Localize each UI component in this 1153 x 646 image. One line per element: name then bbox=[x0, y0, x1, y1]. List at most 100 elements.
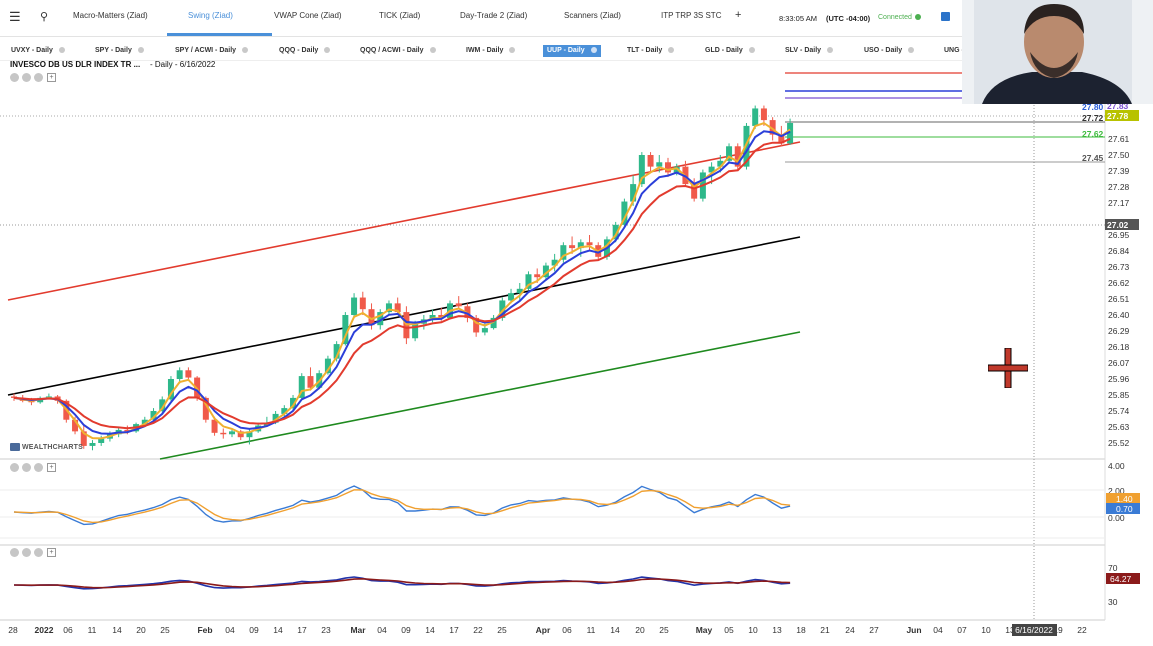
close-icon[interactable] bbox=[748, 47, 755, 54]
candle-body bbox=[150, 411, 157, 420]
candle-body bbox=[621, 201, 628, 225]
candle-body bbox=[72, 419, 79, 432]
date-tick-label: 25 bbox=[497, 625, 507, 635]
symbol-tab-uso[interactable]: USO - Daily bbox=[860, 45, 918, 57]
candle-body bbox=[333, 344, 340, 359]
add-indicator-icon[interactable]: + bbox=[47, 73, 56, 82]
date-tick-label: 19 bbox=[1053, 625, 1063, 635]
price-level-label: 27.45 bbox=[1082, 153, 1104, 163]
symbol-tab-gld[interactable]: GLD - Daily bbox=[701, 45, 759, 57]
rsi-tick-label: 30 bbox=[1108, 597, 1118, 607]
crosshair-cursor-icon bbox=[988, 348, 1028, 388]
rsi-tick-label: 70 bbox=[1108, 563, 1118, 573]
candle-body bbox=[272, 413, 279, 423]
menu-icon[interactable]: ☰ bbox=[9, 9, 21, 24]
close-icon[interactable] bbox=[668, 47, 675, 54]
connection-status: Connected bbox=[878, 14, 921, 21]
candle-body bbox=[787, 123, 794, 144]
candle-body bbox=[525, 274, 532, 289]
tab-tick[interactable]: TICK (Ziad) bbox=[379, 11, 421, 20]
close-icon[interactable] bbox=[58, 47, 65, 54]
price-level-label: 27.80 bbox=[1082, 102, 1104, 112]
close-icon[interactable] bbox=[590, 47, 597, 54]
price-tick-label: 27.39 bbox=[1108, 166, 1130, 176]
date-tick-label: 20 bbox=[635, 625, 645, 635]
settings-icon[interactable] bbox=[10, 73, 19, 82]
tab-swing[interactable]: Swing (Ziad) bbox=[188, 11, 233, 20]
tab-scanners[interactable]: Scanners (Ziad) bbox=[564, 11, 621, 20]
collapse-icon[interactable] bbox=[34, 463, 43, 472]
candle-body bbox=[377, 312, 384, 326]
candle-body bbox=[455, 303, 462, 307]
add-indicator-icon[interactable]: + bbox=[47, 463, 56, 472]
symbol-tab-uvxy[interactable]: UVXY - Daily bbox=[7, 45, 69, 57]
crosshair-date-box bbox=[1012, 624, 1057, 636]
osc-tick-label: 2.00 bbox=[1108, 486, 1125, 496]
date-tick-label: Mar bbox=[350, 625, 366, 635]
candle-body bbox=[351, 297, 358, 315]
candle-body bbox=[577, 242, 584, 249]
date-tick-label: Jun bbox=[906, 625, 921, 635]
price-tick-label: 26.73 bbox=[1108, 262, 1130, 272]
close-icon[interactable] bbox=[429, 47, 436, 54]
symbol-tab-ung[interactable]: UNG - bbox=[944, 47, 964, 54]
date-tick-label: 04 bbox=[377, 625, 387, 635]
symbol-tab-spy-acwi[interactable]: SPY / ACWI - Daily bbox=[171, 45, 252, 57]
osc-tick-label: 0.00 bbox=[1108, 513, 1125, 523]
minus-icon[interactable] bbox=[22, 548, 31, 557]
candle-body bbox=[80, 431, 87, 446]
oscillator-fast-line bbox=[13, 485, 791, 526]
date-tick-label: 13 bbox=[772, 625, 782, 635]
date-tick-label: 25 bbox=[160, 625, 170, 635]
symbol-tab-tlt[interactable]: TLT - Daily bbox=[623, 45, 678, 57]
date-tick-label: 06 bbox=[562, 625, 572, 635]
price-tick-label: 26.51 bbox=[1108, 294, 1130, 304]
search-icon[interactable]: ⚲ bbox=[40, 11, 49, 23]
save-icon[interactable] bbox=[941, 12, 950, 21]
symbol-tab-iwm[interactable]: IWM - Daily bbox=[462, 45, 519, 57]
collapse-icon[interactable] bbox=[34, 548, 43, 557]
price-tick-label: 25.63 bbox=[1108, 422, 1130, 432]
candle-body bbox=[98, 438, 105, 443]
add-indicator-icon[interactable]: + bbox=[47, 548, 56, 557]
symbol-tab-uup[interactable]: UUP - Daily bbox=[543, 45, 601, 57]
candle-body bbox=[167, 379, 174, 400]
close-icon[interactable] bbox=[908, 47, 915, 54]
close-icon[interactable] bbox=[324, 47, 331, 54]
collapse-icon[interactable] bbox=[34, 73, 43, 82]
tab-day-trade-2[interactable]: Day-Trade 2 (Ziad) bbox=[460, 11, 528, 20]
add-tab-button[interactable]: + bbox=[735, 9, 742, 21]
date-tick-label: 25 bbox=[659, 625, 669, 635]
symbol-tab-slv[interactable]: SLV - Daily bbox=[781, 45, 837, 57]
minus-icon[interactable] bbox=[22, 463, 31, 472]
price-level-label: 27.78 bbox=[1107, 111, 1129, 121]
settings-icon[interactable] bbox=[10, 548, 19, 557]
candle-body bbox=[778, 134, 785, 144]
close-icon[interactable] bbox=[509, 47, 516, 54]
symbol-tab-spy[interactable]: SPY - Daily bbox=[91, 45, 148, 57]
osc-value-label: 1.40 bbox=[1116, 494, 1133, 504]
candle-body bbox=[185, 370, 192, 378]
price-tick-label: 26.95 bbox=[1108, 230, 1130, 240]
candle-body bbox=[612, 224, 619, 240]
date-tick-label: 04 bbox=[225, 625, 235, 635]
candle-body bbox=[359, 297, 366, 310]
osc-value-box bbox=[1106, 503, 1140, 514]
timezone-label: (UTC -04:00) bbox=[826, 14, 871, 23]
close-icon[interactable] bbox=[827, 47, 834, 54]
symbol-tab-qqq[interactable]: QQQ - Daily bbox=[275, 45, 334, 57]
tab-itp-trp[interactable]: ITP TRP 3S STC bbox=[661, 11, 722, 20]
date-tick-label: 22 bbox=[473, 625, 483, 635]
candle-body bbox=[342, 315, 349, 345]
minus-icon[interactable] bbox=[22, 73, 31, 82]
settings-icon[interactable] bbox=[10, 463, 19, 472]
candle-body bbox=[647, 155, 654, 167]
tab-macro-matters[interactable]: Macro-Matters (Ziad) bbox=[73, 11, 148, 20]
price-tick-label: 27.17 bbox=[1108, 198, 1130, 208]
symbol-tab-qqq-acwi[interactable]: QQQ / ACWI - Daily bbox=[356, 45, 440, 57]
close-icon[interactable] bbox=[137, 47, 144, 54]
tab-vwap-cone[interactable]: VWAP Cone (Ziad) bbox=[274, 11, 342, 20]
candle-body bbox=[752, 108, 759, 126]
close-icon[interactable] bbox=[242, 47, 249, 54]
